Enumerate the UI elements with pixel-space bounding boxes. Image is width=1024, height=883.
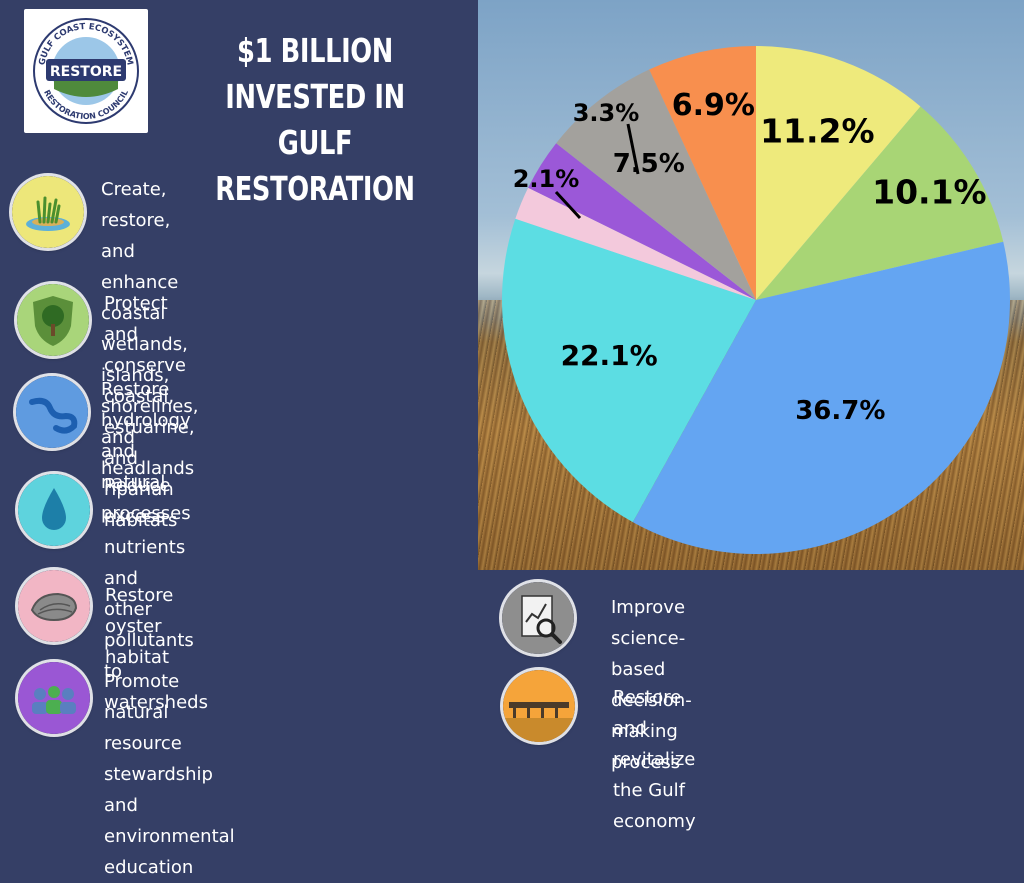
slice-wetlands [756,46,921,300]
restore-council-logo: RESTORE GULF COAST ECOSYSTEM RESTORATION… [24,9,148,133]
legend-item-wetlands-line-2: wetlands, islands, shorelines, and [101,334,199,448]
page-title: $1 BILLION INVESTED IN GULF RESTORATION [188,28,442,212]
legend-item-wetlands-line-3: headlands [101,458,195,479]
slice-stewardship [528,143,756,300]
data-label-slice-economy: 6.9% [672,88,755,123]
slice-economy [649,46,756,300]
slice-nutrients [502,218,756,523]
wetlands-icon [12,176,84,248]
legend-item-nutrients-line-1: Reduce excess nutrients and [104,475,186,589]
slice-habitats [756,106,1004,301]
chart-magnifier-icon [502,582,574,654]
slice-oyster [515,187,756,300]
oyster-icon [18,570,90,642]
people-icon [18,662,90,734]
data-label-slice-nutrients: 22.1% [561,339,658,372]
pie-chart: 11.2% 10.1% 36.7% 22.1% 2.1% 3.3% 7.5% 6.9% [502,46,1010,554]
river-icon [16,376,88,448]
legend-item-stewardship-line-1: Promote natural resource stewardship [104,671,213,785]
pier-icon [503,670,575,742]
leader-line-slice-oyster [554,190,582,220]
legend-item-wetlands-line-1: Create, restore, and enhance coastal [101,179,179,324]
legend-item-hydrology-line-2: processes [101,503,191,524]
leader-line-slice-stewardship [626,123,640,175]
legend-item-economy-line-1: Restore and revitalize the Gulf economy [613,687,696,832]
legend-item-habitats-line-1: Protect and conserve coastal, [104,293,186,407]
data-label-slice-wetlands: 11.2% [760,112,875,151]
title-line-1: $1 BILLION INVESTED IN [225,31,405,116]
legend-item-hydrology-line-1: Restore hydrology and natural [101,379,191,493]
tree-shield-icon [17,284,89,356]
slice-science [556,69,756,300]
legend-item-oyster-line-1: Restore oyster habitat [105,585,174,668]
data-label-slice-hydrology: 36.7% [795,396,885,426]
legend-item-nutrients-line-2: other pollutants to watersheds [104,599,208,713]
legend-item-habitats-line-2: estuarine, and riparian habitats [104,417,195,531]
water-drop-icon [18,474,90,546]
legend-item-stewardship-line-2: and environmental education [104,795,235,878]
data-label-slice-stewardship: 3.3% [573,99,640,127]
title-line-2: GULF RESTORATION [215,123,415,208]
slice-hydrology [632,241,1010,554]
data-label-slice-oyster: 2.1% [513,165,580,193]
legend-item-science-line-1: Improve science-based decision- [611,597,692,711]
data-label-slice-habitats: 10.1% [872,173,987,212]
logo-center-text: RESTORE [50,64,122,80]
data-label-slice-science: 7.5% [613,149,685,179]
